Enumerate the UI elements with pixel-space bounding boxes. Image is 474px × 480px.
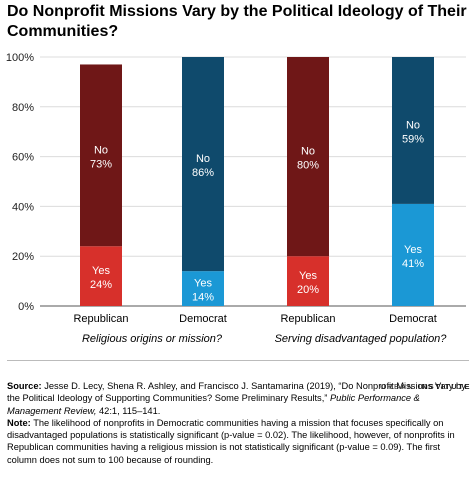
segment-value-no: 73%	[90, 158, 112, 170]
chart-title: Do Nonprofit Missions Vary by the Politi…	[7, 3, 467, 40]
segment-label-yes: Yes	[299, 270, 317, 282]
x-category-label: Republican	[280, 313, 335, 325]
bar-segment-yes	[287, 256, 329, 306]
bar-segment-yes	[182, 271, 224, 306]
segment-value-no: 86%	[192, 167, 214, 179]
group-label: Serving disadvantaged population?	[275, 333, 448, 345]
segment-label-yes: Yes	[92, 265, 110, 277]
group-label: Religious origins or mission?	[82, 333, 223, 345]
segment-label-yes: Yes	[194, 278, 212, 290]
source-text: Jesse D. Lecy, Shena R. Ashley, and Fran…	[7, 381, 466, 404]
segment-label-yes: Yes	[404, 244, 422, 256]
y-tick-label: 0%	[18, 301, 34, 313]
y-tick-label: 100%	[6, 52, 34, 64]
segment-label-no: No	[94, 144, 108, 156]
y-tick-label: 60%	[12, 152, 34, 164]
y-tick-label: 80%	[12, 102, 34, 114]
x-category-label: Democrat	[179, 313, 227, 325]
bar-segment-no	[182, 57, 224, 272]
footer: Source: Jesse D. Lecy, Shena R. Ashley, …	[7, 380, 469, 466]
note-label: Note:	[7, 417, 31, 428]
y-tick-label: 40%	[12, 201, 34, 213]
bar-segment-no	[392, 57, 434, 204]
source-citation: 42:1, 115–141.	[99, 405, 161, 416]
source-label: Source:	[7, 381, 42, 391]
bar-segment-yes	[80, 246, 122, 306]
bar-segment-no	[287, 57, 329, 257]
divider	[7, 360, 469, 361]
x-category-label: Republican	[73, 313, 128, 325]
segment-value-no: 80%	[297, 160, 319, 172]
note-text: The likelihood of nonprofits in Democrat…	[7, 417, 455, 465]
segment-value-yes: 24%	[90, 279, 112, 291]
segment-value-yes: 14%	[192, 292, 214, 304]
x-category-label: Democrat	[389, 313, 437, 325]
segment-value-yes: 41%	[402, 258, 424, 270]
stacked-bar-chart: 0% 20% 40% 60% 80% 100% No 73% Yes 24% Republican N…	[6, 52, 466, 345]
segment-label-no: No	[301, 146, 315, 158]
brand-part1: URBAN	[380, 382, 415, 391]
y-tick-label: 20%	[12, 251, 34, 263]
brand-part2: INSTITUTE	[417, 382, 472, 391]
segment-label-no: No	[196, 153, 210, 165]
bar-segment-no	[80, 64, 122, 247]
segment-value-no: 59%	[402, 133, 424, 145]
source-journal: Public Performance & Management Review,	[7, 393, 420, 416]
segment-label-no: No	[406, 119, 420, 131]
urban-institute-logo: URBAN INSTITUTE	[380, 382, 471, 391]
bar-segment-yes	[392, 203, 434, 306]
segment-value-yes: 20%	[297, 284, 319, 296]
